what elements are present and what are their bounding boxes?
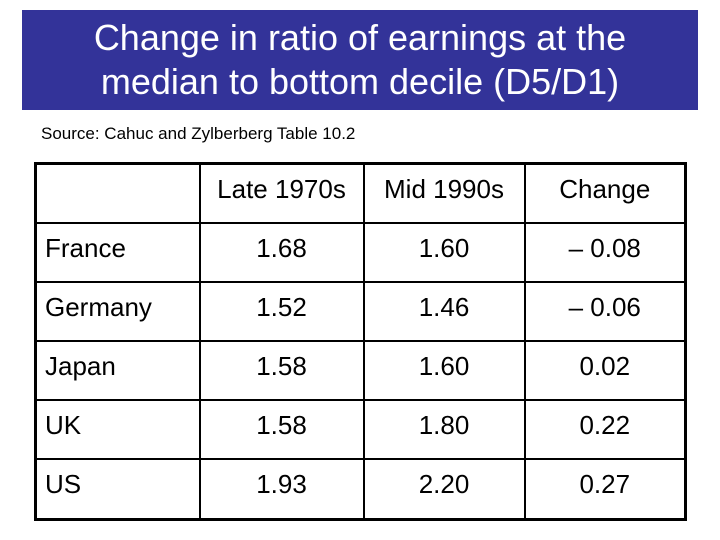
cell-late-1970s: 1.93 [198, 457, 365, 521]
cell-late-1970s: 1.58 [198, 398, 365, 460]
header-change: Change [523, 162, 687, 224]
earnings-ratio-table: Late 1970s Mid 1990s Change France 1.68 … [34, 162, 687, 521]
cell-change: 0.02 [523, 339, 687, 401]
table-row: Japan 1.58 1.60 0.02 [34, 339, 687, 401]
table-row: US 1.93 2.20 0.27 [34, 457, 687, 521]
cell-mid-1990s: 1.80 [362, 398, 526, 460]
row-country: US [34, 457, 201, 521]
slide-title-line-2: median to bottom decile (D5/D1) [100, 61, 620, 102]
table-header-row: Late 1970s Mid 1990s Change [34, 162, 687, 224]
table-row: France 1.68 1.60 – 0.08 [34, 221, 687, 283]
row-country: Japan [34, 339, 201, 401]
cell-mid-1990s: 1.60 [362, 339, 526, 401]
table-row: Germany 1.52 1.46 – 0.06 [34, 280, 687, 342]
cell-change: – 0.08 [523, 221, 687, 283]
row-country: Germany [34, 280, 201, 342]
header-blank [34, 162, 201, 224]
row-country: France [34, 221, 201, 283]
slide-title-banner: Change in ratio of earnings at the media… [22, 10, 698, 110]
cell-late-1970s: 1.68 [198, 221, 365, 283]
cell-change: 0.22 [523, 398, 687, 460]
cell-mid-1990s: 1.46 [362, 280, 526, 342]
cell-mid-1990s: 2.20 [362, 457, 526, 521]
table-row: UK 1.58 1.80 0.22 [34, 398, 687, 460]
header-late-1970s: Late 1970s [198, 162, 365, 224]
cell-mid-1990s: 1.60 [362, 221, 526, 283]
slide-title-line-1: Change in ratio of earnings at the [93, 17, 627, 58]
row-country: UK [34, 398, 201, 460]
header-mid-1990s: Mid 1990s [362, 162, 526, 224]
source-citation: Source: Cahuc and Zylberberg Table 10.2 [41, 124, 356, 143]
cell-change: 0.27 [523, 457, 687, 521]
cell-change: – 0.06 [523, 280, 687, 342]
cell-late-1970s: 1.58 [198, 339, 365, 401]
cell-late-1970s: 1.52 [198, 280, 365, 342]
